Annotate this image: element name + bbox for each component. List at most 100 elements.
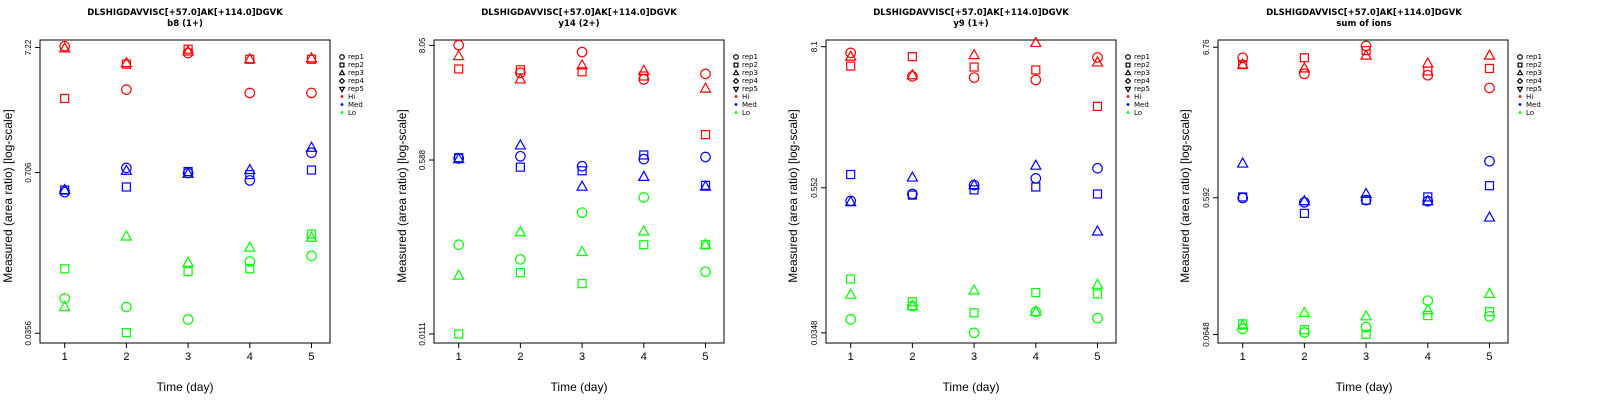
data-point	[699, 238, 712, 249]
legend-label: rep2	[348, 61, 364, 69]
data-point	[576, 179, 589, 191]
legend-label: rep2	[1134, 61, 1150, 69]
panel-y14: DLSHIGDAVVISC[+57.0]AK[+114.0]DGVK y14 (…	[395, 8, 677, 394]
data-point	[121, 328, 131, 338]
data-point	[58, 183, 71, 195]
legend-label: Lo	[348, 109, 356, 117]
data-point	[968, 327, 980, 339]
legend-label: rep3	[1134, 69, 1150, 77]
legend-label: rep2	[1526, 61, 1542, 69]
y-tick-label: 8.05	[418, 37, 427, 53]
y-axis-label: Measured (area ratio) [log-scale]	[1178, 109, 1192, 282]
data-point	[1299, 325, 1309, 335]
data-point	[1421, 303, 1434, 315]
plot-frame	[433, 39, 725, 344]
data-point	[1091, 55, 1104, 67]
data-point	[244, 87, 256, 99]
data-point	[454, 64, 464, 74]
legend-label: Hi	[1526, 93, 1533, 101]
data-point	[1091, 278, 1104, 289]
legend-dot	[734, 111, 738, 114]
data-point	[1483, 287, 1496, 299]
legend-dot	[1518, 111, 1522, 114]
data-point	[1483, 210, 1496, 222]
legend-marker	[338, 77, 346, 85]
legend-label: rep3	[742, 69, 758, 77]
data-point	[906, 68, 919, 80]
data-point	[969, 185, 979, 195]
data-point	[182, 44, 195, 56]
legend-dot	[340, 103, 344, 106]
legend-label: Lo	[1134, 109, 1142, 117]
panel-title: DLSHIGDAVVISC[+57.0]AK[+114.0]DGVK	[87, 8, 283, 18]
data-point	[1484, 306, 1495, 317]
data-point	[243, 52, 256, 64]
legend-dot	[340, 95, 344, 98]
data-point	[121, 182, 131, 192]
legend-marker	[732, 86, 740, 93]
data-point	[305, 231, 318, 242]
legend-label: rep5	[1526, 85, 1542, 93]
x-tick-label: 4	[641, 351, 647, 363]
data-point	[1360, 309, 1373, 321]
legend-label: rep5	[348, 85, 364, 93]
legend-label: rep3	[348, 69, 364, 77]
y-tick-label: 7.22	[24, 39, 33, 55]
data-point	[576, 245, 589, 257]
legend-label: rep3	[1526, 69, 1542, 77]
data-point	[907, 190, 917, 200]
legend-marker	[732, 69, 740, 76]
data-point	[906, 299, 919, 311]
legend-marker	[1516, 69, 1524, 76]
x-tick-label: 4	[1425, 351, 1431, 363]
data-point	[1092, 101, 1103, 111]
data-point	[700, 266, 711, 278]
data-point	[182, 256, 195, 267]
legend-marker	[1124, 77, 1132, 85]
data-point	[515, 65, 525, 75]
data-point	[907, 297, 917, 307]
y-tick-label: 8.1	[810, 41, 819, 53]
data-point	[1360, 187, 1373, 199]
data-point	[576, 207, 588, 218]
legend-marker	[733, 62, 739, 68]
x-tick-label: 4	[247, 351, 253, 363]
data-point	[639, 240, 649, 250]
data-point	[1484, 181, 1495, 191]
data-point	[968, 283, 981, 295]
data-point	[637, 170, 650, 182]
legend-label: rep1	[348, 53, 364, 61]
data-point	[1298, 61, 1311, 73]
data-point	[1484, 63, 1495, 74]
data-point	[1091, 224, 1104, 236]
data-point	[306, 165, 317, 175]
data-point	[844, 287, 857, 299]
data-point	[577, 166, 587, 176]
legend-label: rep4	[348, 77, 364, 85]
data-point	[452, 49, 465, 61]
data-point	[182, 314, 194, 325]
data-point	[182, 167, 194, 179]
data-point	[844, 49, 857, 61]
legend-marker	[338, 69, 346, 76]
y-axis-label: Measured (area ratio) [log-scale]	[395, 109, 409, 282]
panel-sum-of-ions: DLSHIGDAVVISC[+57.0]AK[+114.0]DGVK sum o…	[1178, 8, 1462, 394]
data-point	[969, 308, 979, 318]
data-point	[1423, 311, 1433, 321]
data-point	[452, 268, 465, 280]
legend-marker	[1517, 62, 1523, 68]
data-point	[1029, 305, 1042, 316]
data-point	[306, 87, 317, 99]
legend-marker	[1516, 77, 1524, 85]
legend-label: rep5	[742, 85, 758, 93]
y-tick-label: 0.552	[810, 177, 819, 198]
data-point	[245, 264, 255, 274]
x-tick-label: 5	[1486, 351, 1492, 363]
legend-label: rep5	[1134, 85, 1150, 93]
data-point	[638, 153, 650, 165]
data-point	[906, 170, 919, 182]
